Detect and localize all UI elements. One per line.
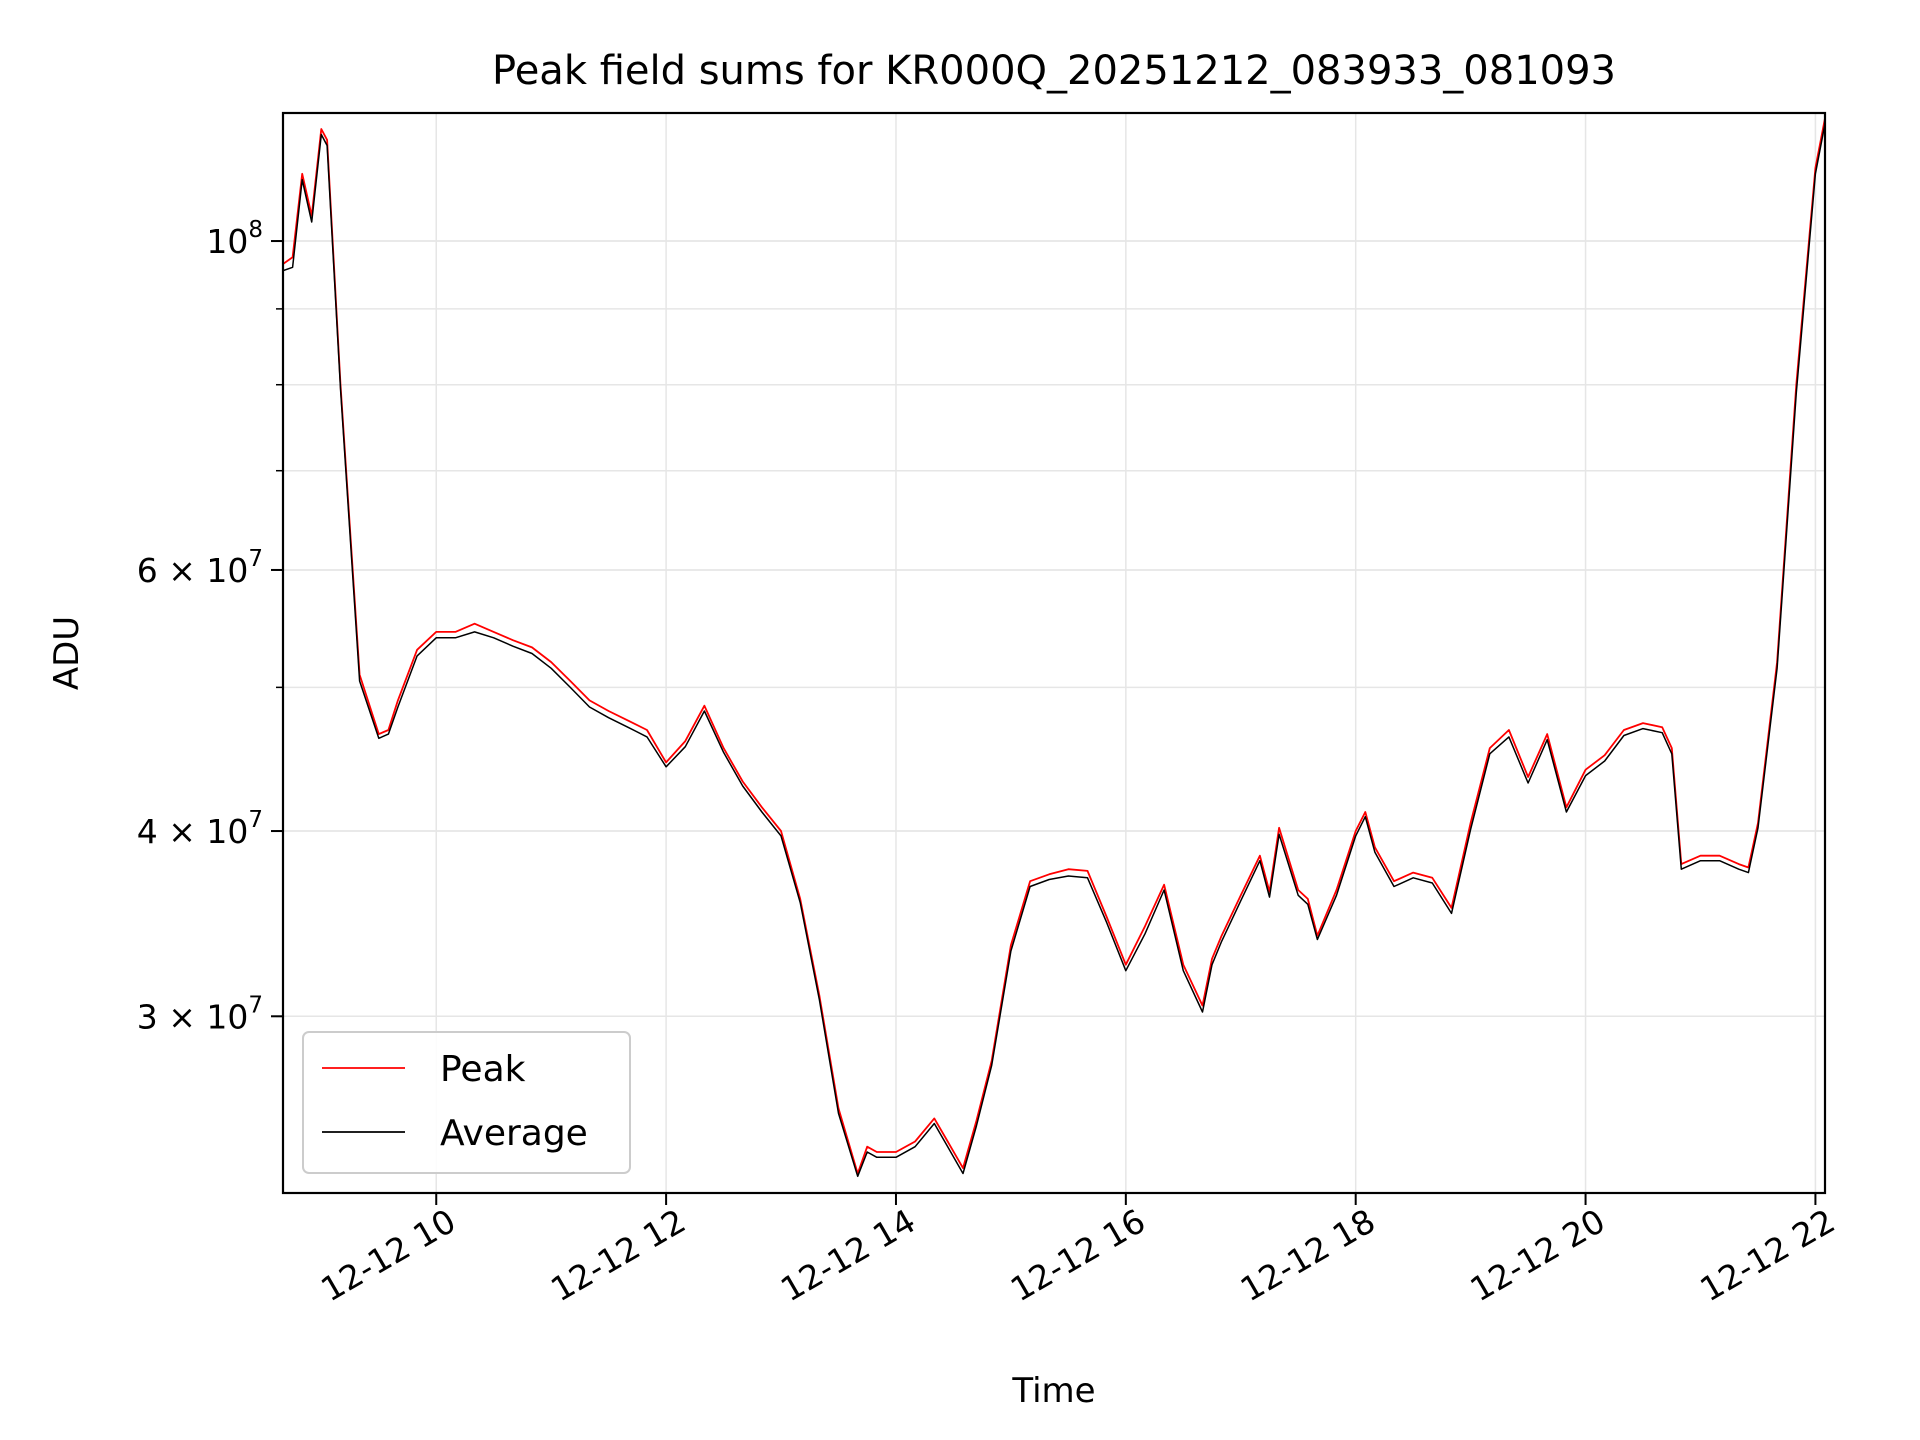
grid	[283, 113, 1825, 1193]
series-line-peak	[283, 118, 1825, 1175]
y-tick-label: 4 × 107	[137, 807, 263, 851]
y-tick-label: 108	[206, 217, 263, 261]
legend-label-average: Average	[440, 1113, 588, 1154]
plot-frame	[281, 111, 1827, 1195]
y-tick-label: 3 × 107	[137, 992, 263, 1036]
series-line-average	[283, 123, 1825, 1178]
y-tick-label: 6 × 107	[137, 546, 263, 590]
y-axis: 108 6 × 107 4 × 107 3 × 107	[137, 217, 283, 1036]
y-axis-label: ADU	[47, 616, 87, 690]
legend: Peak Average	[302, 1031, 631, 1174]
series-layer	[283, 118, 1825, 1178]
legend-label-peak: Peak	[440, 1049, 526, 1090]
x-axis-label: Time	[1011, 1371, 1095, 1411]
chart-title: Peak field sums for KR000Q_20251212_0839…	[492, 48, 1616, 94]
